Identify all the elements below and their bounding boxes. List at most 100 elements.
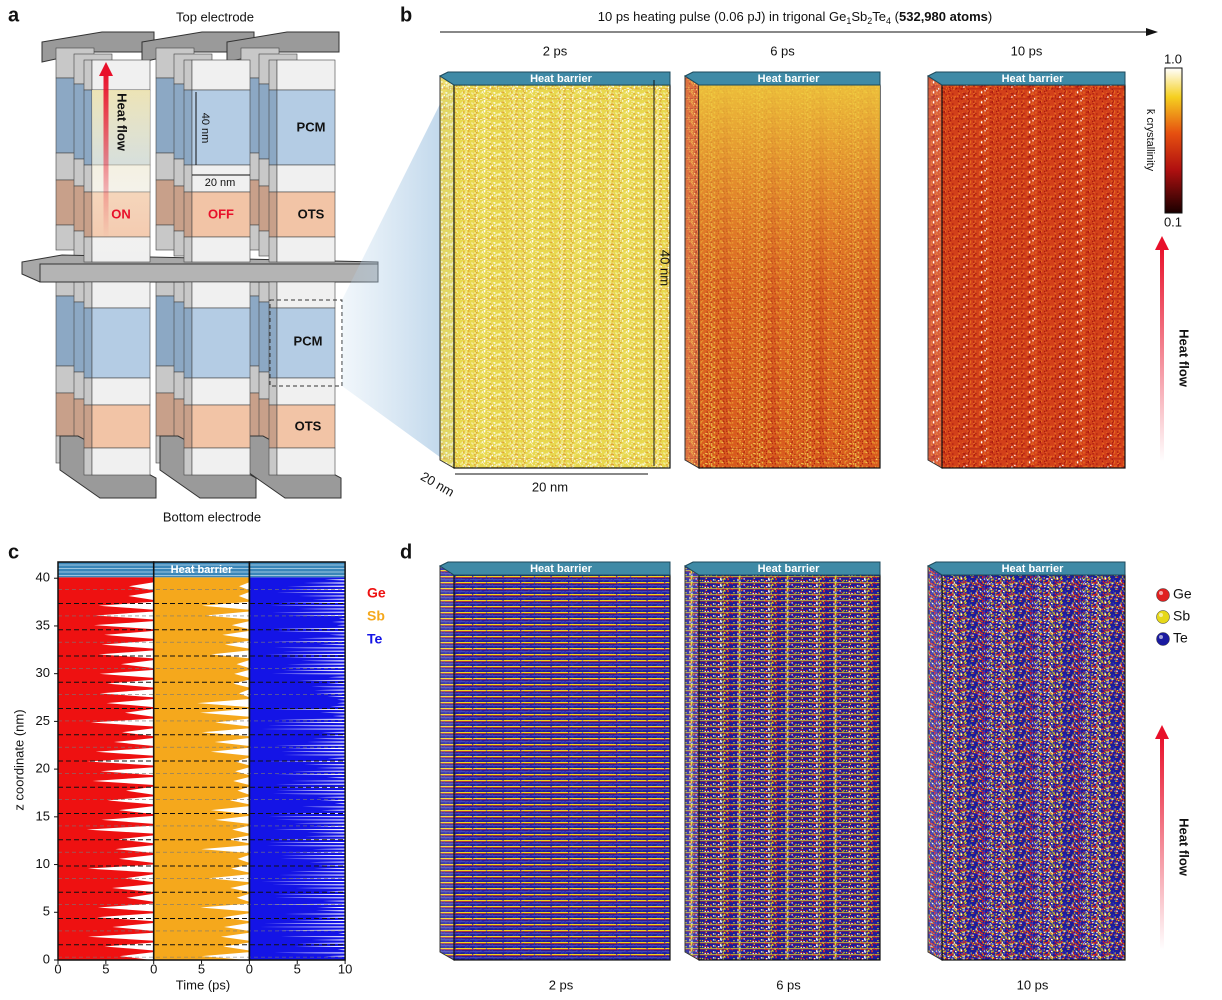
middle-electrode-front	[40, 264, 378, 282]
pillar-layer	[277, 60, 335, 90]
block-front	[454, 575, 670, 960]
label: 20 nm	[418, 469, 457, 500]
pillar-side	[84, 378, 92, 405]
label: c	[8, 541, 19, 563]
label: 40 nm	[199, 113, 211, 144]
label: Heat flow	[1177, 818, 1192, 877]
pillar-side	[84, 308, 92, 378]
legend-label: Sb	[367, 608, 385, 624]
pillar-side	[84, 165, 92, 192]
x-tick-label: 5	[102, 961, 109, 976]
legend-label: Sb	[1173, 608, 1190, 624]
zoom-fan	[342, 74, 455, 468]
pillar-layer	[192, 378, 250, 405]
x-tick-label: 0	[150, 961, 157, 976]
pillar-side	[269, 90, 277, 165]
pillar-side	[269, 192, 277, 237]
pillar-layer	[192, 405, 250, 448]
pillar-side	[269, 237, 277, 262]
pillar-side	[184, 165, 192, 192]
legend-label: Te	[1173, 630, 1188, 646]
barrier-band	[249, 562, 345, 577]
label: PCM	[294, 333, 323, 348]
y-tick-label: 5	[43, 904, 50, 919]
pillar-side	[184, 405, 192, 448]
y-tick-label: 10	[36, 856, 50, 871]
heat-barrier-label: Heat barrier	[758, 73, 820, 85]
pillar-layer	[192, 60, 250, 90]
label: Heat flow	[1177, 329, 1192, 388]
pillar-side	[84, 448, 92, 475]
colorbar	[1165, 68, 1182, 213]
arrow-shaft	[1160, 246, 1164, 462]
y-tick-label: 40	[36, 570, 50, 585]
y-axis-label: z coordinate (nm)	[11, 709, 26, 810]
pillar-side	[184, 308, 192, 378]
element-area	[249, 577, 345, 960]
label: 20 nm	[532, 479, 568, 494]
legend-sphere	[1157, 611, 1170, 624]
block-front	[699, 575, 880, 960]
pillar-side	[184, 282, 192, 308]
pillar-side	[84, 405, 92, 448]
block-side	[928, 566, 942, 960]
pillar-layer	[92, 448, 150, 475]
sphere-highlight	[1159, 613, 1163, 617]
label: PCM	[297, 119, 326, 134]
pillar-layer	[92, 282, 150, 308]
label: b	[400, 4, 412, 26]
pillar-layer	[277, 237, 335, 262]
pillar-layer	[277, 448, 335, 475]
label: d	[400, 541, 412, 563]
pillar-side	[184, 237, 192, 262]
pillar-side	[184, 378, 192, 405]
heat-barrier-label: Heat barrier	[530, 73, 592, 85]
pillar-side	[269, 405, 277, 448]
pillar-side	[84, 237, 92, 262]
pillar-layer	[92, 405, 150, 448]
label: 40 nm	[658, 250, 673, 286]
legend-label: Te	[367, 631, 383, 647]
label: Top electrode	[176, 9, 254, 24]
pillar-layer	[192, 237, 250, 262]
label: 10 ps	[1011, 43, 1043, 58]
pillar-layer	[277, 378, 335, 405]
pillar-side	[269, 60, 277, 90]
label: OTS	[295, 418, 322, 433]
pillar-side	[84, 282, 92, 308]
pillar-side	[269, 165, 277, 192]
y-tick-label: 35	[36, 617, 50, 632]
x-tick-label: 0	[54, 961, 61, 976]
label: 2 ps	[543, 43, 568, 58]
arrow-head	[1155, 725, 1169, 739]
title-part: 10 ps heating pulse (0.06 pJ) in trigona…	[598, 9, 847, 24]
pillar-side	[184, 60, 192, 90]
pillar-side	[269, 448, 277, 475]
title-part: )	[988, 9, 992, 24]
heat-barrier-label: Heat barrier	[1002, 73, 1064, 85]
label: OFF	[208, 206, 234, 221]
figure: a Top electrode Bottom electrode Heat flow O…	[0, 0, 1222, 1000]
pillar-side	[84, 192, 92, 237]
label: 6 ps	[770, 43, 795, 58]
label: 1.0	[1164, 51, 1182, 66]
block-front	[942, 85, 1125, 468]
heat-barrier-label: Heat barrier	[530, 563, 592, 575]
title-part: Sb	[851, 9, 867, 24]
x-tick-label: 10	[338, 961, 352, 976]
y-tick-label: 0	[43, 951, 50, 966]
label: a	[8, 4, 20, 26]
legend-label: Ge	[1173, 586, 1192, 602]
block-overlay	[699, 85, 880, 468]
x-axis-label: Time (ps)	[176, 977, 230, 992]
label: 6 ps	[776, 977, 801, 992]
y-tick-label: 15	[36, 808, 50, 823]
y-tick-label: 20	[36, 761, 50, 776]
heat-barrier-label: Heat barrier	[758, 563, 820, 575]
heat-barrier-label: Heat barrier	[1002, 563, 1064, 575]
label: 2 ps	[549, 977, 574, 992]
x-tick-label: 5	[198, 961, 205, 976]
pillar-side	[184, 448, 192, 475]
legend-label: Ge	[367, 585, 386, 601]
label: Bottom electrode	[163, 509, 261, 524]
